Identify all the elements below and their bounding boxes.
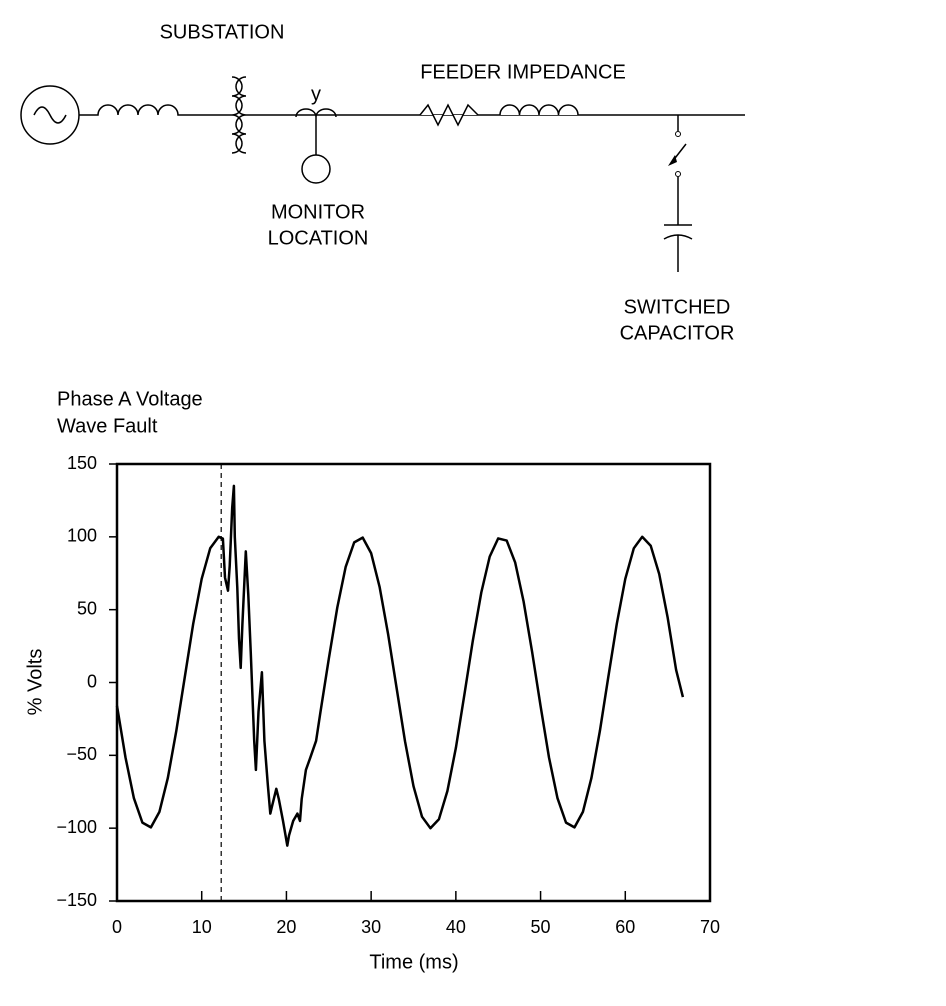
capacitor-branch <box>663 115 693 272</box>
x-axis-label: Time (ms) <box>369 951 458 973</box>
x-tick-label: 40 <box>446 917 466 937</box>
y-tick-label: 100 <box>67 526 97 546</box>
x-tick-label: 50 <box>531 917 551 937</box>
circuit: SUBSTATION FEEDER IMPEDANCE y MONITOR LO… <box>20 21 745 344</box>
inductor <box>79 104 232 116</box>
source-wave <box>33 106 67 124</box>
label: SWITCHED <box>624 296 731 318</box>
x-tick-label: 30 <box>361 917 381 937</box>
chart-title: Phase A Voltage <box>57 388 203 410</box>
transformer-secondary <box>235 76 247 154</box>
y-tick-label: 150 <box>67 453 97 473</box>
y-tick-label: −50 <box>66 744 97 764</box>
x-tick-label: 20 <box>276 917 296 937</box>
x-tick-label: 0 <box>112 917 122 937</box>
x-tick-label: 70 <box>700 917 720 937</box>
label: MONITOR <box>271 201 365 223</box>
switch-contact <box>675 131 681 137</box>
switch-arrow <box>668 155 677 166</box>
label: SUBSTATION <box>160 21 285 43</box>
label: y <box>311 83 321 105</box>
label: CAPACITOR <box>620 322 735 344</box>
switch-contact <box>675 171 681 177</box>
y-axis-label: % Volts <box>24 649 46 716</box>
resistor <box>419 103 479 127</box>
chart-title: Wave Fault <box>57 415 158 437</box>
y-tick-label: 50 <box>77 598 97 618</box>
voltage-line <box>115 484 685 847</box>
y-tick-label: 0 <box>87 671 97 691</box>
transformer-primary <box>231 76 243 154</box>
label: LOCATION <box>268 227 369 249</box>
monitor <box>301 154 331 184</box>
y-tick-label: −150 <box>56 890 97 910</box>
label: FEEDER IMPEDANCE <box>420 61 626 83</box>
feeder-inductor <box>499 104 579 116</box>
x-tick-label: 10 <box>192 917 212 937</box>
x-tick-label: 60 <box>615 917 635 937</box>
plot-frame <box>115 462 712 903</box>
current-transformer <box>295 108 337 155</box>
y-tick-label: −100 <box>56 817 97 837</box>
